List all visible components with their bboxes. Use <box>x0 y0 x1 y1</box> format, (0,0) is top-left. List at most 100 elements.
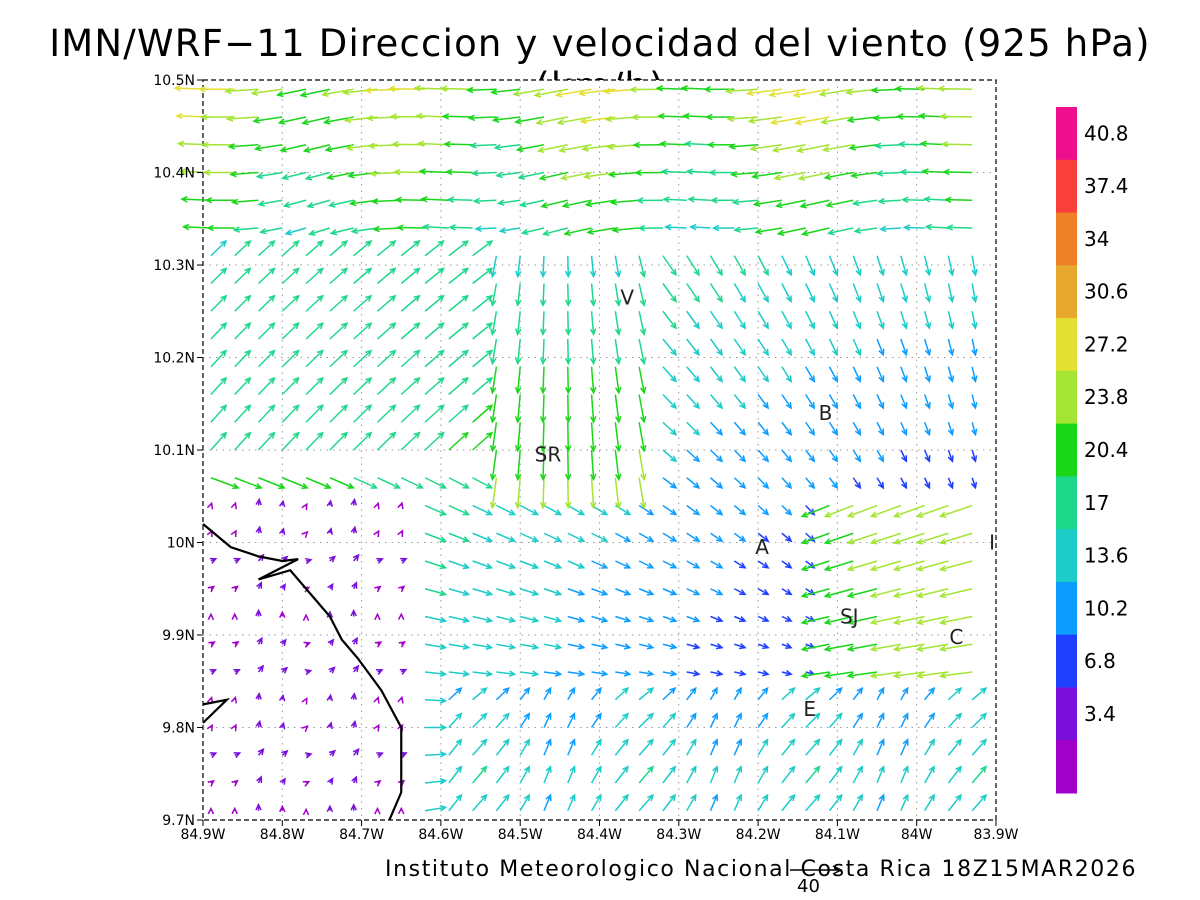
wind-arrow-shaft <box>567 532 585 542</box>
wind-arrow-head <box>268 267 276 275</box>
wind-arrow-head <box>739 428 747 436</box>
wind-arrow <box>256 581 263 590</box>
wind-arrow <box>373 529 380 538</box>
wind-arrow-shaft <box>234 240 251 257</box>
wind-arrow-head <box>739 642 747 650</box>
wind-arrow <box>923 449 931 463</box>
wind-arrow-shaft <box>567 560 585 569</box>
wind-arrow-head <box>439 697 448 704</box>
wind-arrow-head <box>878 268 885 277</box>
wind-arrow-head <box>945 224 954 231</box>
wind-arrow-head <box>278 527 286 536</box>
wind-arrow-shaft <box>971 766 987 784</box>
wind-arrow <box>472 615 494 624</box>
wind-arrow-head <box>255 692 262 700</box>
wind-arrow-head <box>178 168 186 175</box>
wind-arrow-head <box>279 610 286 619</box>
wind-arrow-shaft <box>542 422 545 451</box>
wind-arrow-head <box>485 562 494 570</box>
wind-arrow <box>351 581 358 590</box>
wind-arrow <box>900 366 908 383</box>
wind-arrow-head <box>768 91 776 98</box>
wind-arrow-shaft <box>709 421 723 436</box>
wind-arrow <box>662 196 687 203</box>
wind-arrow <box>564 255 572 279</box>
wind-arrow-head <box>712 738 719 746</box>
wind-arrow <box>305 404 324 423</box>
wind-arrow-shaft <box>662 687 676 701</box>
wind-arrow-shaft <box>781 794 796 812</box>
wind-arrow-head <box>647 793 655 802</box>
wind-arrow <box>662 793 677 812</box>
wind-arrow-head <box>614 299 622 307</box>
wind-arrow <box>781 477 793 490</box>
wind-arrow <box>876 338 885 357</box>
wind-arrow-head <box>280 666 289 674</box>
wind-arrow-shaft <box>257 432 275 451</box>
wind-arrow-head <box>416 482 425 489</box>
wind-arrow-head <box>879 225 887 233</box>
wind-arrow <box>472 322 494 340</box>
wind-arrow-shaft <box>900 687 909 701</box>
wind-arrow-head <box>915 618 924 626</box>
wind-arrow-head <box>326 721 333 730</box>
wind-arrow-head <box>739 508 747 516</box>
wind-arrow-shaft <box>825 643 854 651</box>
wind-arrow <box>710 588 724 596</box>
wind-arrow-shaft <box>971 366 977 382</box>
wind-arrow-head <box>808 428 816 437</box>
wind-arrow <box>199 113 235 121</box>
wind-arrow <box>947 793 963 812</box>
wind-arrow-head <box>514 117 522 125</box>
wind-arrow-head <box>204 196 213 204</box>
wind-arrow-shaft <box>825 588 854 597</box>
wind-arrow-head <box>762 615 770 622</box>
wind-arrow-shaft <box>947 713 962 729</box>
wind-arrow <box>852 283 862 304</box>
wind-arrow-shaft <box>253 116 283 122</box>
wind-arrow-head <box>564 386 572 395</box>
wind-arrow-head <box>502 686 510 695</box>
wind-arrow-shaft <box>448 560 469 569</box>
wind-arrow-head <box>589 299 597 308</box>
wind-arrow <box>376 322 397 340</box>
wind-arrow-head <box>614 473 622 482</box>
wind-arrow-shaft <box>709 255 723 276</box>
wind-arrow-shaft <box>971 477 977 489</box>
wind-arrow-shaft <box>520 643 538 649</box>
wind-arrow-head <box>662 196 670 203</box>
wind-arrow-shaft <box>799 171 830 180</box>
wind-arrow-shaft <box>848 532 878 544</box>
wind-arrow-head <box>413 349 421 357</box>
wind-arrow-head <box>747 117 756 124</box>
wind-arrow-head <box>655 85 664 92</box>
wind-arrow-head <box>715 508 724 516</box>
wind-arrow-head <box>365 267 373 275</box>
wind-arrow-head <box>832 322 839 330</box>
wind-arrow-shaft <box>805 713 820 729</box>
wind-arrow <box>397 501 404 510</box>
wind-arrow <box>769 116 806 126</box>
wind-arrow <box>306 199 331 209</box>
wind-arrow <box>900 686 909 701</box>
wind-arrow-shaft <box>871 532 902 544</box>
wind-arrow-head <box>279 146 288 153</box>
wind-arrow-head <box>724 87 733 95</box>
wind-arrow <box>805 283 815 304</box>
wind-arrow-head <box>832 348 838 357</box>
wind-arrow <box>279 583 286 591</box>
wind-arrow-head <box>800 591 809 599</box>
wind-arrow <box>686 338 701 357</box>
wind-arrow <box>655 85 687 92</box>
wind-arrow-head <box>539 386 547 395</box>
wind-arrow-shaft <box>825 532 854 544</box>
wind-arrow <box>374 585 382 593</box>
wind-arrow-shaft <box>400 240 420 257</box>
wind-arrow <box>279 777 286 785</box>
wind-arrow <box>448 404 469 423</box>
wind-arrow-head <box>365 404 373 412</box>
wind-arrow <box>496 504 517 516</box>
wind-arrow-head <box>892 538 901 545</box>
wind-arrow-head <box>808 375 816 383</box>
wind-arrow-head <box>392 168 401 176</box>
